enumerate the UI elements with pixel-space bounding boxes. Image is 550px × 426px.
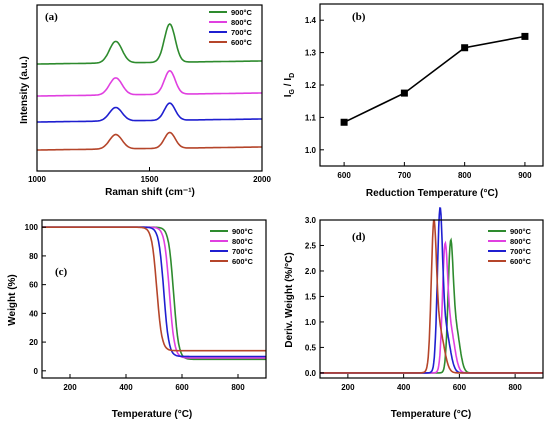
y-axis-label: Intensity (a.u.) — [19, 56, 30, 124]
y-tick-label: 1.4 — [305, 16, 317, 25]
panel-b-frame — [319, 3, 544, 167]
dtg-series-600°C — [320, 219, 543, 374]
legend-entry: 800°C — [232, 237, 254, 246]
x-axis-label: Raman shift (cm⁻¹) — [105, 187, 195, 198]
x-tick-label: 600 — [337, 171, 351, 180]
data-point — [521, 32, 529, 40]
x-axis-label: Temperature (°C) — [112, 409, 193, 420]
x-tick-label: 1500 — [141, 175, 159, 184]
legend-entry: 700°C — [232, 247, 254, 256]
ig-id-line — [343, 35, 526, 124]
legend-entry: 700°C — [231, 28, 253, 37]
x-tick-label: 400 — [119, 383, 133, 392]
x-tick-label: 800 — [231, 383, 245, 392]
data-point — [340, 118, 348, 126]
y-tick-label: 40 — [29, 309, 38, 318]
y-axis-label: Deriv. Weight (%/°C) — [284, 252, 295, 347]
y-axis-sub: D — [289, 73, 296, 78]
panel-b-label: (b) — [352, 11, 366, 23]
raman-series-700°C — [37, 102, 262, 123]
y-axis-label: IG / ID — [283, 73, 296, 97]
y-tick-label: 100 — [25, 223, 39, 232]
tga-series-600°C — [42, 226, 266, 352]
x-tick-label: 200 — [341, 383, 355, 392]
y-axis-sep: / I — [283, 78, 294, 89]
x-tick-label: 800 — [508, 383, 522, 392]
legend-entry: 600°C — [232, 257, 254, 266]
x-axis-label: Reduction Temperature (°C) — [366, 188, 498, 199]
legend-entry: 900°C — [232, 227, 254, 236]
y-tick-label: 0.5 — [305, 343, 317, 352]
x-tick-label: 1000 — [28, 175, 46, 184]
y-tick-label: 2.0 — [305, 267, 317, 276]
legend-entry: 600°C — [510, 257, 532, 266]
y-tick-label: 3.0 — [305, 216, 317, 225]
raman-series-600°C — [37, 131, 262, 151]
y-tick-label: 1.3 — [305, 49, 317, 58]
y-tick-label: 2.5 — [305, 241, 317, 250]
legend-entry: 600°C — [231, 38, 253, 47]
y-tick-label: 1.0 — [305, 146, 317, 155]
x-tick-label: 400 — [397, 383, 411, 392]
panel-d-frame — [319, 219, 544, 379]
legend-entry: 800°C — [510, 237, 532, 246]
legend-entry: 700°C — [510, 247, 532, 256]
x-axis-label: Temperature (°C) — [391, 409, 472, 420]
y-axis-sub: G — [289, 88, 296, 94]
x-tick-label: 2000 — [253, 175, 271, 184]
y-tick-label: 1.2 — [305, 81, 317, 90]
raman-series-900°C — [37, 23, 262, 65]
y-axis-label: Weight (%) — [7, 274, 18, 325]
x-tick-label: 800 — [458, 171, 472, 180]
y-tick-label: 1.5 — [305, 292, 317, 301]
legend-entry: 800°C — [231, 18, 253, 27]
panel-a-frame — [36, 4, 263, 172]
x-tick-label: 600 — [175, 383, 189, 392]
y-tick-label: 80 — [29, 252, 38, 261]
x-tick-label: 900 — [518, 171, 532, 180]
y-tick-label: 1.0 — [305, 318, 317, 327]
panel-c-frame — [41, 219, 267, 379]
y-tick-label: 0 — [34, 367, 39, 376]
panel-c: 200 400 600 800 0 20 40 60 80 100 Temperature (°C)… — [7, 223, 266, 420]
x-tick-label: 700 — [398, 171, 412, 180]
data-point — [461, 44, 469, 52]
y-tick-label: 1.1 — [305, 113, 317, 122]
x-tick-label: 600 — [453, 383, 467, 392]
legend-entry: 900°C — [231, 8, 253, 17]
panel-c-label: (c) — [55, 266, 68, 278]
raman-series-800°C — [37, 69, 262, 97]
legend-entry: 900°C — [510, 227, 532, 236]
y-tick-label: 0.0 — [305, 369, 317, 378]
x-tick-label: 200 — [63, 383, 77, 392]
data-point — [400, 89, 408, 97]
y-tick-label: 20 — [29, 338, 38, 347]
panel-d: 200 400 600 800 0.0 0.5 1.0 1.5 2.0 2.5 3.0 Tempera… — [284, 207, 543, 420]
panel-a: 1000 1500 2000 Raman shift (cm⁻¹) Intensity … — [19, 8, 271, 198]
panel-d-label: (d) — [352, 231, 366, 243]
y-tick-label: 60 — [29, 281, 38, 290]
panel-a-label: (a) — [45, 11, 58, 23]
